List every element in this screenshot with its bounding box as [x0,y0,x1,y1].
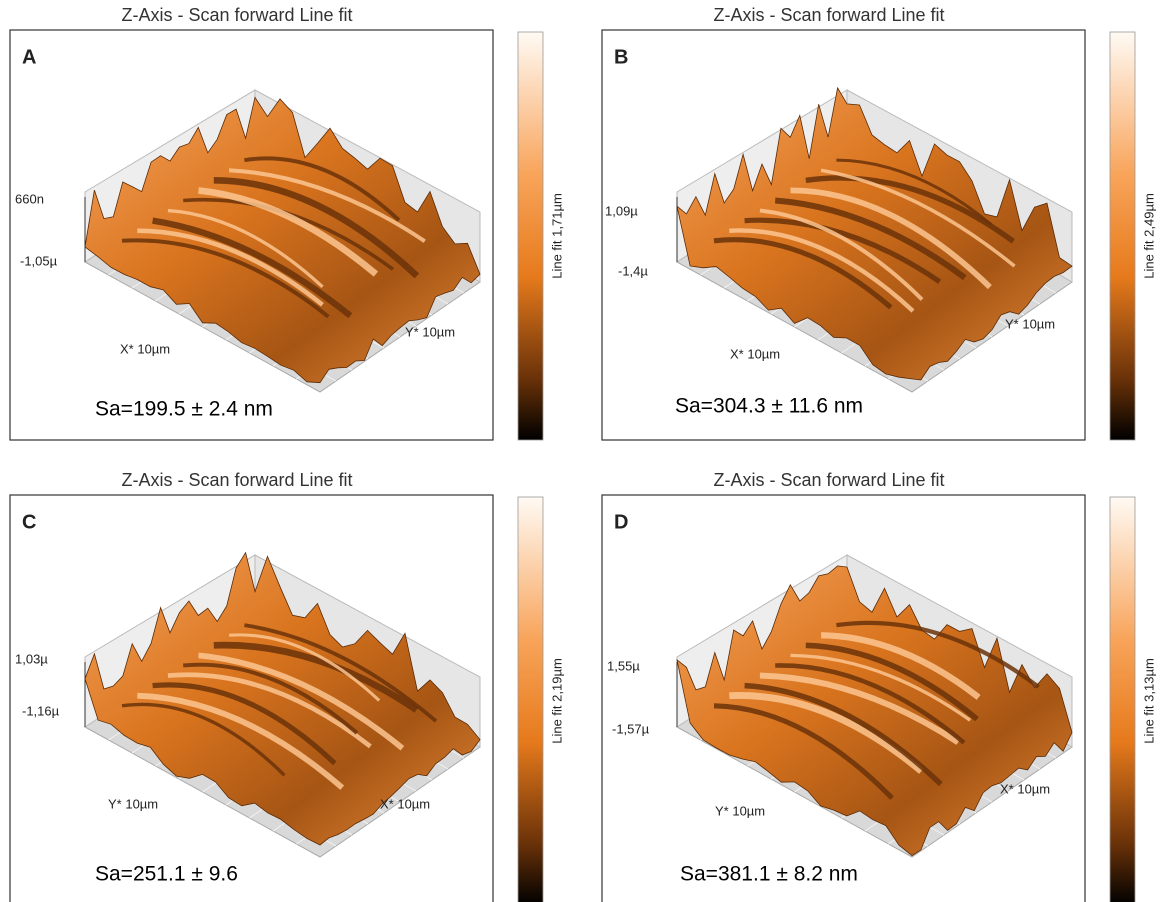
panel-label: A [22,46,36,68]
colorbar [1110,32,1135,440]
figure: Z-Axis - Scan forward Line fit Line fit 1… [0,0,1161,902]
z-min: -1,05µ [20,253,58,268]
panel: Z-Axis - Scan forward Line fit Line fit 1… [10,5,564,440]
colorbar [518,497,543,902]
colorbar-label: Line fit 1,71µm [549,193,564,279]
colorbar-label: Line fit 2,49µm [1141,193,1156,279]
z-max: 1,09µ [605,203,638,218]
panel: Z-Axis - Scan forward Line fit Line fit 3… [602,470,1156,902]
z-min: -1,57µ [612,721,650,736]
z-min: -1,4µ [618,263,648,278]
colorbar-label: Line fit 2,19µm [549,658,564,744]
z-max: 660n [15,191,44,206]
panel-title: Z-Axis - Scan forward Line fit [121,5,352,25]
z-min: -1,16µ [22,703,60,718]
roughness: Sa=251.1 ± 9.6 [95,863,238,886]
panel: Z-Axis - Scan forward Line fit Line fit 2… [10,470,564,902]
panel-title: Z-Axis - Scan forward Line fit [713,470,944,490]
z-max: 1,55µ [607,658,640,673]
panel-title: Z-Axis - Scan forward Line fit [121,470,352,490]
y-axis-label: Y* 10µm [1005,316,1055,331]
y-axis-label: Y* 10µm [405,324,455,339]
x-axis-label: X* 10µm [730,346,780,361]
x-axis-label: X* 10µm [120,341,170,356]
roughness: Sa=199.5 ± 2.4 nm [95,398,273,421]
x-axis-label: X* 10µm [380,796,430,811]
x-axis-label: X* 10µm [1000,781,1050,796]
panel-label: D [614,511,628,533]
colorbar [1110,497,1135,902]
z-max: 1,03µ [15,651,48,666]
panel-label: C [22,511,36,533]
colorbar [518,32,543,440]
panel-label: B [614,46,628,68]
colorbar-label: Line fit 3,13µm [1141,658,1156,744]
panel-title: Z-Axis - Scan forward Line fit [713,5,944,25]
roughness: Sa=304.3 ± 11.6 nm [675,395,863,418]
roughness: Sa=381.1 ± 8.2 nm [680,863,858,886]
y-axis-label: Y* 10µm [715,803,765,818]
y-axis-label: Y* 10µm [108,796,158,811]
panel: Z-Axis - Scan forward Line fit Line fit 2… [602,5,1156,440]
